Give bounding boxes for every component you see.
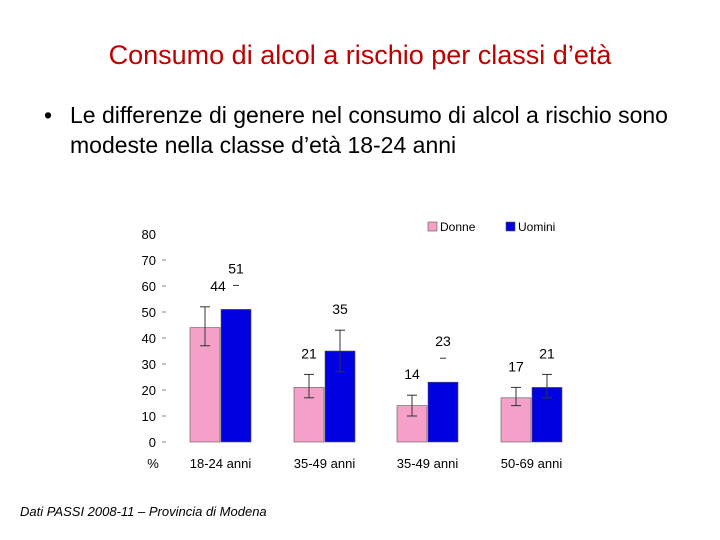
y-tick-label: 0 (149, 435, 156, 450)
x-tick-label: 35-49 anni (397, 456, 459, 471)
data-label: 21 (539, 345, 555, 361)
legend-swatch (427, 221, 438, 232)
legend-entry: Donne (440, 220, 476, 234)
bullet-point: • Le differenze di genere nel consumo di… (44, 100, 684, 160)
legend-swatch (505, 221, 516, 232)
bar-uomini (220, 309, 252, 443)
slide-title: Consumo di alcol a rischio per classi d’… (108, 40, 612, 70)
y-tick-label: 50 (142, 305, 156, 320)
y-tick-label: 40 (142, 331, 156, 346)
y-tick-label: 70 (142, 253, 156, 268)
y-tick-label: 30 (142, 357, 156, 372)
x-tick-label: 18-24 anni (190, 456, 252, 471)
bar-donne (293, 387, 325, 443)
y-tick-label: 80 (142, 227, 156, 242)
bar-donne (189, 327, 221, 443)
y-axis-label: % (147, 456, 159, 471)
data-label: 17 (508, 358, 524, 374)
data-label: 21 (301, 345, 317, 361)
data-label: 44 (210, 278, 226, 294)
bullet-text: Le differenze di genere nel consumo di a… (70, 102, 668, 158)
y-tick-label: 20 (142, 383, 156, 398)
bar-uomini (427, 381, 459, 443)
data-label: 14 (404, 366, 420, 382)
data-label: 51 (228, 260, 244, 276)
source-footer: Dati PASSI 2008-11 – Provincia di Modena (20, 504, 267, 519)
data-label: 23 (435, 333, 451, 349)
x-tick-label: 35-49 anni (294, 456, 356, 471)
y-tick-label: 60 (142, 279, 156, 294)
data-label: 35 (332, 301, 348, 317)
bullet-marker: • (44, 102, 53, 128)
x-tick-label: 50-69 anni (501, 456, 563, 471)
y-tick-label: 10 (142, 409, 156, 424)
legend-entry: Uomini (518, 220, 555, 234)
